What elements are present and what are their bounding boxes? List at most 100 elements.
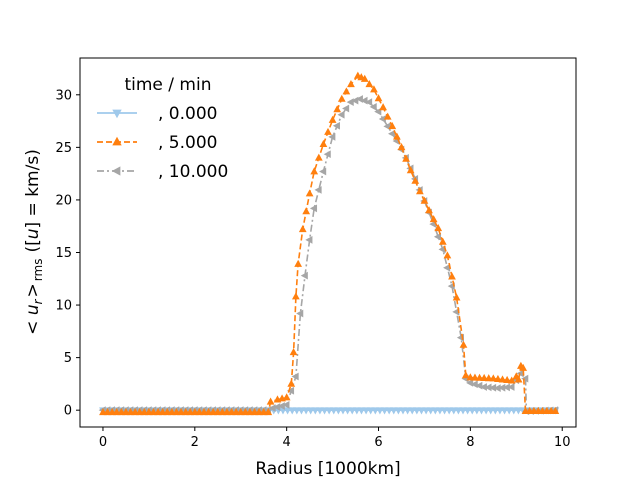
- data-point: [415, 187, 424, 195]
- axes-frame: [79, 57, 577, 428]
- x-tick-label: 8: [466, 435, 474, 450]
- data-point: [314, 153, 323, 161]
- x-tick-label: 2: [191, 435, 199, 450]
- data-point: [425, 206, 433, 214]
- y-tick-label: 25: [55, 141, 72, 156]
- data-point: [383, 122, 391, 131]
- data-point: [461, 371, 470, 379]
- data-point: [291, 292, 300, 300]
- data-point: [507, 383, 515, 391]
- data-point: [277, 402, 285, 410]
- data-point: [266, 397, 275, 405]
- data-point: [387, 129, 396, 138]
- data-point: [479, 383, 487, 391]
- y-label-lt: <: [23, 321, 43, 335]
- data-point: [475, 381, 483, 390]
- data-point: [383, 112, 392, 120]
- data-point: [286, 386, 295, 395]
- y-label-gt: >: [23, 283, 43, 297]
- data-point: [370, 85, 378, 93]
- legend-marker: [111, 166, 121, 176]
- y-tick-label: 10: [55, 299, 72, 314]
- data-point: [309, 204, 318, 213]
- data-point: [323, 150, 331, 159]
- data-point: [503, 375, 511, 384]
- data-point: [291, 372, 299, 381]
- data-point: [443, 251, 452, 259]
- legend-entry: , 0.000: [97, 104, 217, 124]
- y-label-u2: u: [23, 228, 43, 239]
- data-point: [452, 293, 461, 301]
- data-point: [514, 375, 523, 383]
- data-point: [268, 404, 276, 412]
- series-1: [99, 71, 560, 416]
- data-point: [294, 259, 303, 267]
- y-tick-label: 0: [64, 404, 72, 419]
- x-axis-label: Radius [1000km]: [255, 459, 400, 479]
- data-point: [429, 215, 438, 223]
- data-point: [273, 403, 281, 411]
- data-point: [305, 236, 313, 244]
- data-point: [369, 103, 377, 111]
- data-point: [374, 94, 383, 102]
- data-point: [282, 393, 291, 401]
- data-point: [302, 207, 311, 215]
- data-point: [337, 94, 346, 102]
- data-point: [470, 380, 478, 389]
- data-point: [459, 340, 468, 348]
- data-point: [434, 224, 443, 232]
- data-point: [298, 225, 307, 233]
- data-point: [397, 143, 406, 151]
- data-point: [328, 115, 337, 123]
- data-point: [406, 166, 415, 174]
- data-point: [365, 98, 373, 107]
- x-tick-label: 4: [283, 435, 291, 450]
- data-point: [287, 379, 296, 387]
- y-label-rest1: ([: [23, 239, 43, 252]
- legend-entry: , 5.000: [97, 133, 217, 153]
- data-point: [282, 401, 290, 409]
- data-point: [300, 271, 308, 280]
- y-label-rest2: ] = km/s): [23, 149, 43, 228]
- data-point: [443, 263, 451, 272]
- y-tick-label: 30: [55, 88, 72, 103]
- data-point: [337, 110, 345, 119]
- data-point: [498, 375, 507, 383]
- data-point: [319, 139, 328, 148]
- data-point: [388, 122, 397, 130]
- data-point: [333, 105, 342, 113]
- data-point: [484, 383, 492, 392]
- plot-area: [98, 71, 560, 416]
- data-point: [519, 363, 528, 371]
- axis-ticks: 0 2 4 6 8 10 0 5 10 15 20 25 30: [55, 88, 570, 450]
- y-label-rms: rms: [31, 259, 45, 282]
- y-axis-label: < ur>rms([u] = km/s): [23, 149, 45, 335]
- data-point: [402, 154, 410, 162]
- legend-marker: [112, 109, 122, 119]
- data-point: [502, 383, 510, 392]
- data-point: [314, 186, 322, 194]
- x-tick-label: 0: [99, 435, 107, 450]
- data-point: [393, 132, 401, 140]
- data-point: [360, 74, 369, 82]
- data-point: [411, 176, 420, 184]
- data-point: [342, 87, 351, 95]
- data-point: [551, 406, 560, 415]
- data-point: [305, 189, 314, 197]
- data-point: [493, 384, 501, 392]
- data-point: [379, 103, 387, 111]
- data-point: [420, 196, 429, 204]
- data-point: [498, 383, 506, 392]
- data-point: [448, 272, 456, 280]
- legend-label: , 5.000: [158, 133, 217, 153]
- y-tick-label: 20: [55, 193, 72, 208]
- data-point: [489, 383, 497, 392]
- data-point: [521, 374, 529, 383]
- data-point: [332, 121, 340, 130]
- legend-marker: [112, 136, 122, 146]
- data-point: [378, 115, 386, 123]
- legend-entries: , 0.000 , 5.000 , 10.000: [97, 104, 228, 182]
- data-point: [347, 79, 355, 88]
